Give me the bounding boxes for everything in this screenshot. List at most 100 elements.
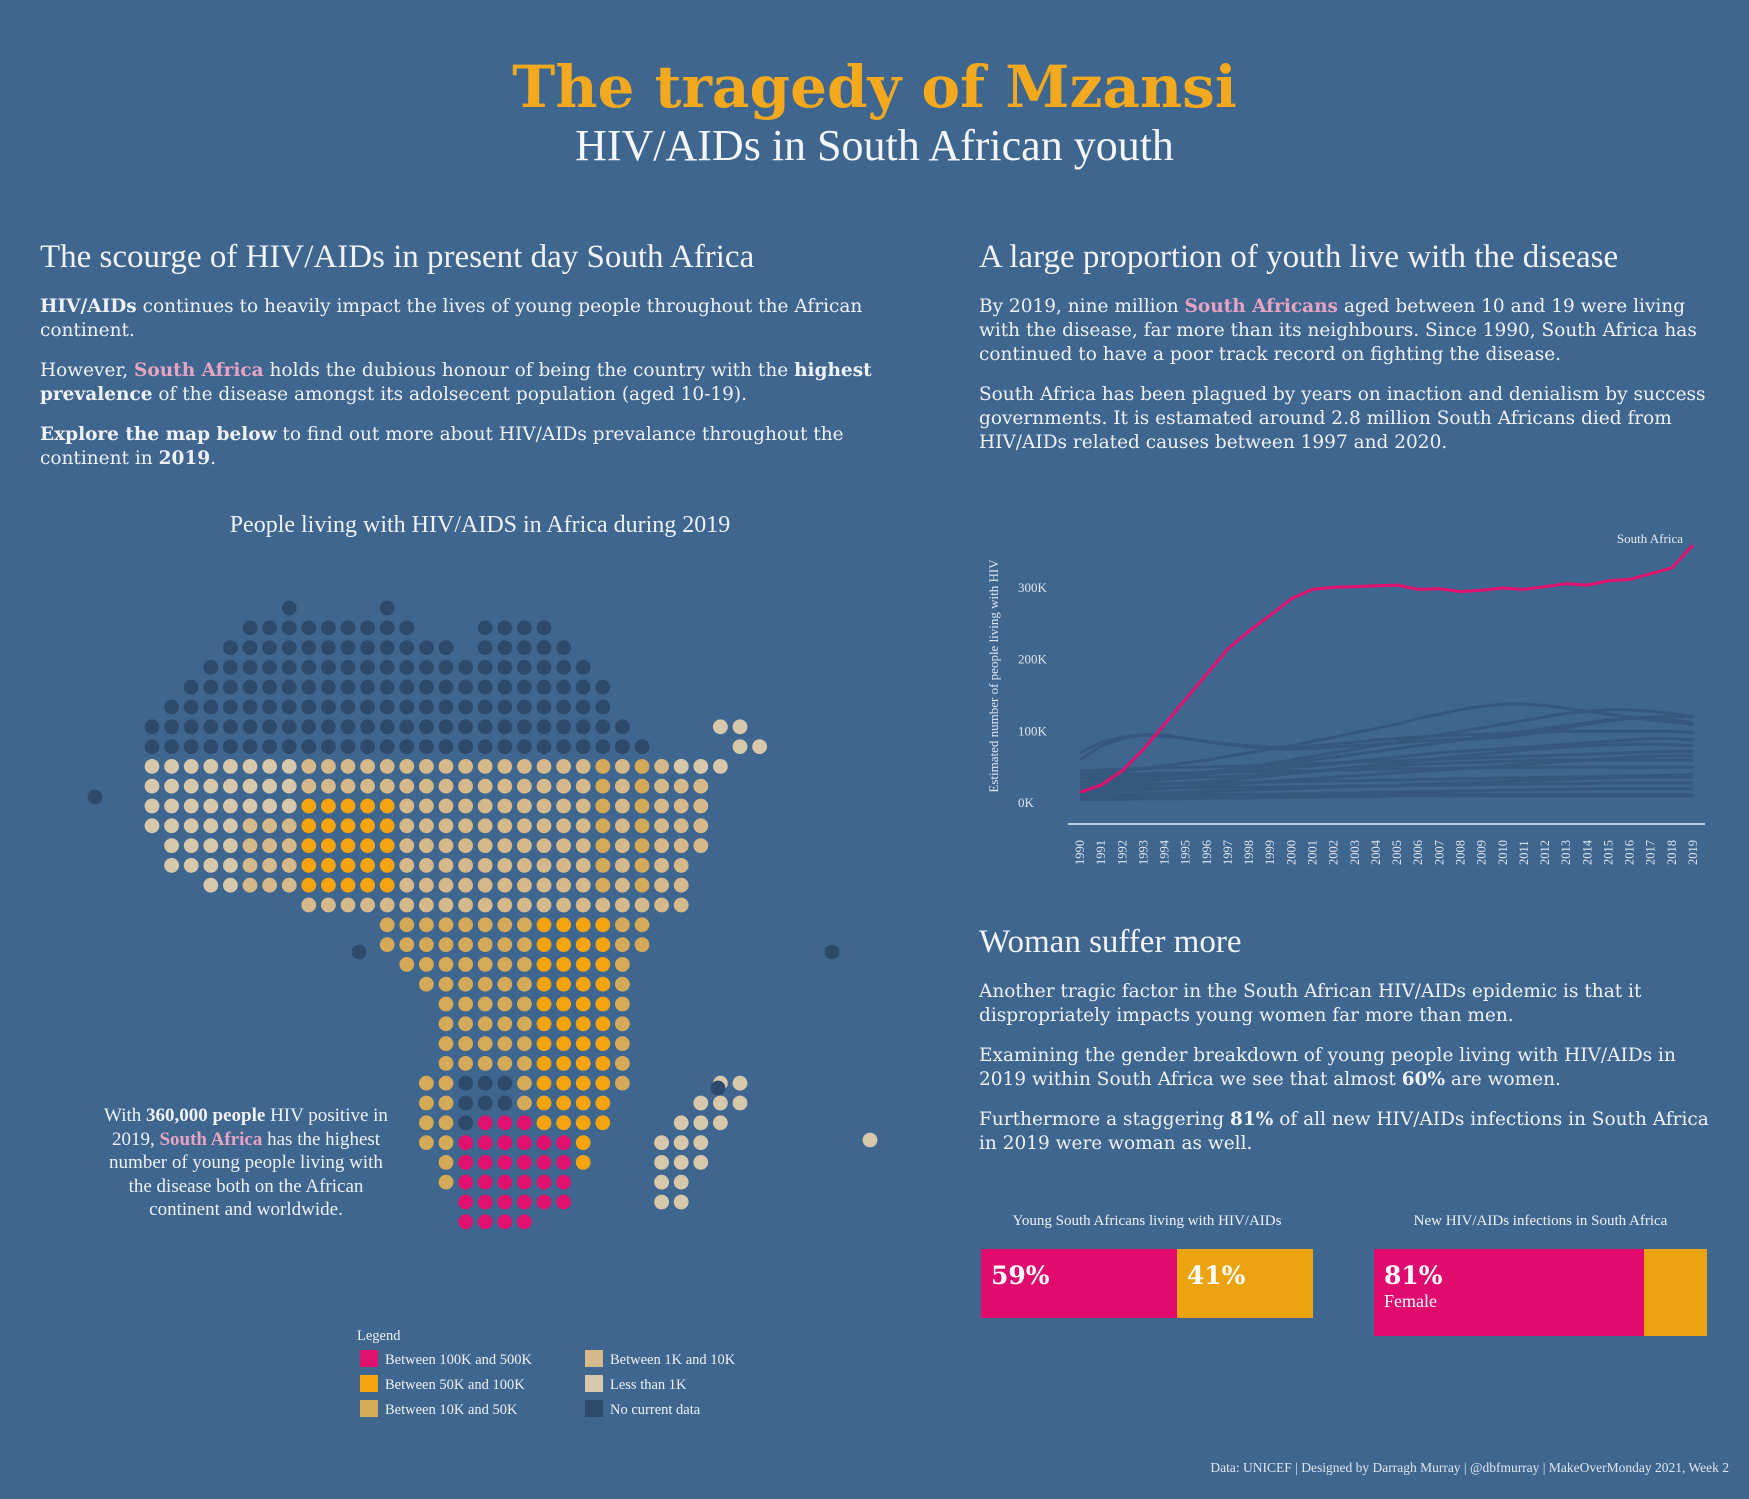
country-dot[interactable] (556, 759, 571, 774)
country-dot[interactable] (477, 679, 493, 695)
country-dot[interactable] (477, 1174, 493, 1190)
country-dot[interactable] (399, 858, 415, 873)
country-dot[interactable] (458, 1194, 473, 1210)
country-dot[interactable] (340, 620, 356, 636)
country-dot[interactable] (517, 976, 532, 992)
country-dot[interactable] (203, 660, 219, 675)
country-dot[interactable] (458, 660, 473, 675)
country-dot[interactable] (556, 996, 571, 1012)
country-dot[interactable] (575, 858, 591, 873)
country-dot[interactable] (301, 660, 317, 675)
country-dot[interactable] (242, 877, 258, 893)
country-dot[interactable] (477, 1075, 493, 1091)
country-dot[interactable] (575, 660, 591, 675)
country-dot[interactable] (497, 1075, 513, 1091)
country-dot[interactable] (438, 976, 454, 992)
country-dot[interactable] (203, 818, 219, 834)
country-dot[interactable] (634, 798, 650, 814)
country-dot[interactable] (399, 679, 415, 695)
country-dot[interactable] (477, 838, 493, 853)
country-dot[interactable] (438, 937, 454, 952)
country-dot[interactable] (497, 640, 513, 655)
country-dot[interactable] (164, 699, 180, 715)
country-dot[interactable] (438, 1016, 454, 1032)
country-dot[interactable] (693, 1135, 709, 1150)
country-dot[interactable] (595, 858, 611, 873)
country-dot[interactable] (575, 739, 591, 754)
country-dot[interactable] (458, 917, 473, 933)
country-dot[interactable] (575, 719, 591, 735)
country-dot[interactable] (477, 1155, 493, 1170)
country-dot[interactable] (458, 1214, 473, 1230)
country-dot[interactable] (419, 957, 434, 972)
country-dot[interactable] (477, 1214, 493, 1230)
country-dot[interactable] (556, 778, 571, 794)
country-dot[interactable] (458, 699, 473, 715)
country-dot[interactable] (242, 778, 258, 794)
country-dot[interactable] (654, 759, 669, 774)
country-dot[interactable] (281, 600, 297, 616)
country-dot[interactable] (477, 759, 493, 774)
country-dot[interactable] (595, 897, 611, 913)
country-dot[interactable] (536, 1135, 552, 1150)
country-dot[interactable] (556, 660, 571, 675)
country-dot[interactable] (673, 778, 689, 794)
country-dot[interactable] (556, 739, 571, 754)
country-dot[interactable] (595, 1095, 611, 1111)
country-dot[interactable] (575, 679, 591, 695)
country-dot[interactable] (262, 640, 277, 655)
country-dot[interactable] (340, 679, 356, 695)
country-dot[interactable] (517, 877, 532, 893)
country-dot[interactable] (634, 838, 650, 853)
country-dot[interactable] (242, 739, 258, 754)
country-dot[interactable] (419, 699, 434, 715)
country-dot[interactable] (281, 877, 297, 893)
country-dot[interactable] (360, 897, 375, 913)
country-dot[interactable] (262, 660, 277, 675)
country-dot[interactable] (517, 1075, 532, 1091)
africa-dot-map[interactable] (0, 0, 900, 1300)
country-dot[interactable] (360, 679, 375, 695)
country-dot[interactable] (477, 1016, 493, 1032)
country-dot[interactable] (654, 1155, 669, 1170)
country-dot[interactable] (497, 838, 513, 853)
country-dot[interactable] (517, 1135, 532, 1150)
country-dot[interactable] (262, 679, 277, 695)
country-dot[interactable] (595, 818, 611, 834)
country-dot[interactable] (203, 699, 219, 715)
country-dot[interactable] (183, 759, 199, 774)
country-dot[interactable] (438, 897, 454, 913)
country-dot[interactable] (458, 897, 473, 913)
country-dot[interactable] (321, 739, 336, 754)
country-dot[interactable] (379, 679, 395, 695)
country-dot[interactable] (477, 1135, 493, 1150)
country-dot[interactable] (575, 937, 591, 952)
country-dot[interactable] (360, 798, 375, 814)
country-dot[interactable] (497, 719, 513, 735)
country-dot[interactable] (615, 739, 630, 754)
country-dot[interactable] (242, 858, 258, 873)
country-dot[interactable] (379, 838, 395, 853)
country-dot[interactable] (419, 1115, 434, 1131)
country-dot[interactable] (281, 818, 297, 834)
country-dot[interactable] (379, 858, 395, 873)
country-dot[interactable] (575, 1155, 591, 1170)
country-dot[interactable] (673, 759, 689, 774)
country-dot[interactable] (242, 640, 258, 655)
country-dot[interactable] (673, 1194, 689, 1210)
country-dot[interactable] (164, 818, 180, 834)
country-dot[interactable] (419, 877, 434, 893)
country-dot[interactable] (536, 897, 552, 913)
country-dot[interactable] (203, 858, 219, 873)
country-dot[interactable] (536, 877, 552, 893)
country-dot[interactable] (595, 1075, 611, 1091)
country-dot[interactable] (223, 640, 238, 655)
country-dot[interactable] (575, 897, 591, 913)
country-dot[interactable] (281, 699, 297, 715)
country-dot[interactable] (517, 1194, 532, 1210)
country-dot[interactable] (575, 976, 591, 992)
country-dot[interactable] (419, 838, 434, 853)
country-dot[interactable] (419, 1095, 434, 1111)
country-dot[interactable] (556, 1135, 571, 1150)
country-dot[interactable] (379, 739, 395, 754)
